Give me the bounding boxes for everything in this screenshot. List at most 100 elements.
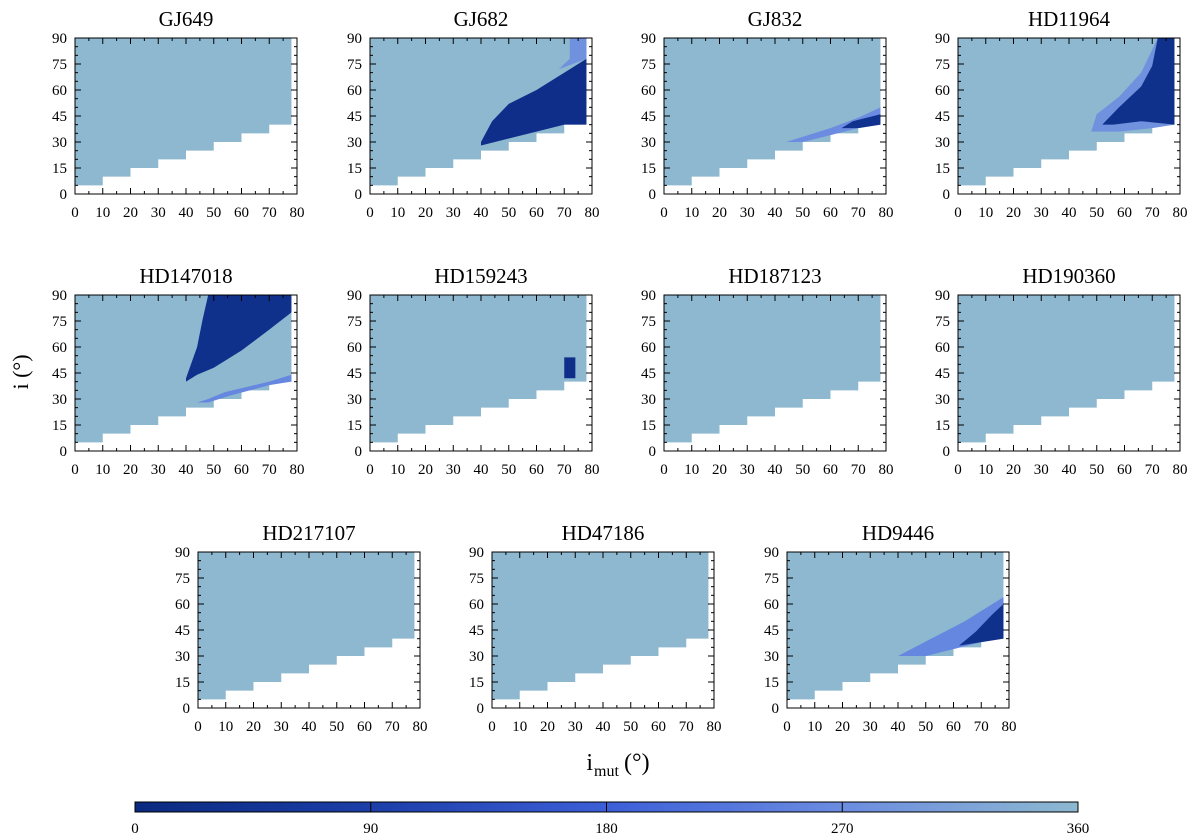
x-tick-label: 80 <box>413 719 428 735</box>
y-tick-label: 75 <box>347 57 362 73</box>
x-tick-label: 60 <box>946 719 961 735</box>
panel-hd187123: HD187123 0 10 20 30 40 50 60 70 80 0 15 30 45 60 75 90 <box>641 264 894 478</box>
x-tick-label: 40 <box>474 462 489 478</box>
x-tick-label: 80 <box>585 205 600 221</box>
y-tick-label: 45 <box>641 109 656 125</box>
x-tick-label: 80 <box>707 719 722 735</box>
x-tick-label: 0 <box>71 462 79 478</box>
fill-region <box>75 38 292 186</box>
x-tick-label: 0 <box>488 719 496 735</box>
x-tick-label: 30 <box>863 719 878 735</box>
x-tick-label: 80 <box>879 462 894 478</box>
x-tick-label: 80 <box>290 205 305 221</box>
x-tick-label: 60 <box>651 719 666 735</box>
x-tick-label: 10 <box>684 205 699 221</box>
y-tick-label: 15 <box>52 161 67 177</box>
y-tick-label: 75 <box>175 571 190 587</box>
y-tick-label: 0 <box>943 187 951 203</box>
y-tick-label: 75 <box>347 314 362 330</box>
x-tick-label: 40 <box>474 205 489 221</box>
x-tick-label: 20 <box>1006 462 1021 478</box>
y-tick-label: 45 <box>52 109 67 125</box>
x-tick-label: 70 <box>262 462 277 478</box>
x-tick-label: 30 <box>274 719 289 735</box>
panel-title: HD11964 <box>1028 7 1111 31</box>
y-tick-label: 75 <box>764 571 779 587</box>
feature-region <box>564 357 576 379</box>
x-tick-label: 60 <box>529 462 544 478</box>
x-tick-label: 20 <box>712 205 727 221</box>
y-tick-label: 60 <box>641 340 656 356</box>
x-tick-label: 50 <box>795 462 810 478</box>
x-tick-label: 0 <box>194 719 202 735</box>
x-tick-label: 20 <box>712 462 727 478</box>
x-tick-label: 30 <box>1034 205 1049 221</box>
x-tick-label: 70 <box>1145 205 1160 221</box>
x-tick-label: 70 <box>851 205 866 221</box>
y-tick-label: 90 <box>52 31 67 47</box>
y-tick-label: 45 <box>52 366 67 382</box>
x-tick-label: 40 <box>596 719 611 735</box>
y-tick-label: 45 <box>935 366 950 382</box>
y-tick-label: 90 <box>641 31 656 47</box>
y-axis-label: i (°) <box>8 354 33 389</box>
panel-hd11964: HD11964 0 10 20 30 40 50 60 70 80 0 15 30 45 60 75 90 <box>935 7 1188 221</box>
y-tick-label: 30 <box>347 135 362 151</box>
y-tick-label: 30 <box>935 392 950 408</box>
x-tick-label: 60 <box>1117 205 1132 221</box>
y-tick-label: 30 <box>935 135 950 151</box>
y-tick-label: 75 <box>52 57 67 73</box>
panel-title: GJ832 <box>748 7 803 31</box>
x-tick-label: 10 <box>218 719 233 735</box>
y-tick-label: 90 <box>641 288 656 304</box>
x-tick-label: 60 <box>234 205 249 221</box>
y-tick-label: 90 <box>935 288 950 304</box>
y-tick-label: 45 <box>641 366 656 382</box>
y-tick-label: 0 <box>477 701 485 717</box>
y-tick-label: 75 <box>641 314 656 330</box>
x-tick-label: 30 <box>446 462 461 478</box>
x-tick-label: 80 <box>1173 462 1188 478</box>
x-tick-label: 10 <box>512 719 527 735</box>
y-tick-label: 0 <box>943 444 951 460</box>
x-tick-label: 80 <box>290 462 305 478</box>
x-tick-label: 40 <box>302 719 317 735</box>
y-tick-label: 75 <box>641 57 656 73</box>
feature-region <box>841 114 881 129</box>
y-tick-label: 15 <box>175 675 190 691</box>
x-axis-label-subscript: mut <box>594 763 619 780</box>
y-tick-label: 15 <box>935 418 950 434</box>
feature-region <box>481 58 587 146</box>
colorbar-tick-label: 360 <box>1067 821 1090 834</box>
y-tick-label: 15 <box>935 161 950 177</box>
colorbar-tick-label: 180 <box>595 821 618 834</box>
panel-hd9446: HD9446 0 10 20 30 40 50 60 70 80 0 15 30 45 60 75 90 <box>764 521 1017 735</box>
x-tick-label: 40 <box>179 462 194 478</box>
x-tick-label: 60 <box>1117 462 1132 478</box>
y-tick-label: 90 <box>935 31 950 47</box>
y-tick-label: 30 <box>175 649 190 665</box>
x-tick-label: 0 <box>954 205 962 221</box>
x-tick-label: 50 <box>1089 462 1104 478</box>
x-tick-label: 20 <box>418 462 433 478</box>
x-tick-label: 80 <box>879 205 894 221</box>
panel-hd217107: HD217107 0 10 20 30 40 50 60 70 80 0 15 30 45 60 75 90 <box>175 521 428 735</box>
y-tick-label: 15 <box>469 675 484 691</box>
panel-hd147018: HD147018 0 10 20 30 40 50 60 70 80 0 15 30 45 60 75 90 <box>52 264 305 478</box>
y-tick-label: 90 <box>175 545 190 561</box>
y-tick-label: 30 <box>347 392 362 408</box>
x-tick-label: 70 <box>851 462 866 478</box>
x-tick-label: 0 <box>660 205 668 221</box>
colorbar: 0 90 180 270 360 <box>131 801 1090 834</box>
fill-region <box>370 295 587 443</box>
colorbar-tick-label: 90 <box>363 821 378 834</box>
panel-title: HD159243 <box>434 264 527 288</box>
y-tick-label: 30 <box>469 649 484 665</box>
x-tick-label: 80 <box>1173 205 1188 221</box>
y-tick-label: 0 <box>355 444 363 460</box>
y-tick-label: 0 <box>649 187 657 203</box>
panel-title: HD187123 <box>728 264 821 288</box>
y-tick-label: 45 <box>469 623 484 639</box>
x-tick-label: 70 <box>385 719 400 735</box>
